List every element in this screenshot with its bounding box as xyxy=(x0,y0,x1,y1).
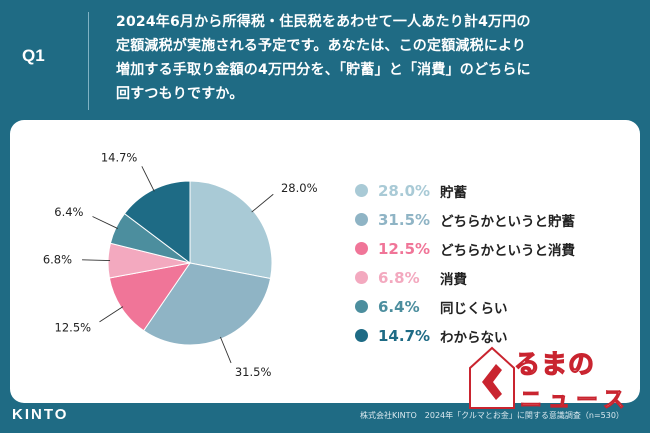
data-label: 31.5% xyxy=(235,365,272,379)
pie-slice xyxy=(189,180,273,280)
callout-line xyxy=(251,193,274,213)
question-line: 増加する手取り金額の4万円分を、「貯蓄」と「消費」のどちらに xyxy=(116,62,531,78)
legend-swatch xyxy=(355,242,368,255)
legend-value: 14.7% xyxy=(378,326,431,345)
legend-label: 消費 xyxy=(440,271,467,288)
legend-label: どちらかというと消費 xyxy=(440,242,575,259)
legend-label: どちらかというと貯蓄 xyxy=(440,213,575,230)
legend-item: 6.4% 同じくらい xyxy=(355,292,635,321)
legend-value: 6.8% xyxy=(378,268,420,287)
legend-item: 28.0% 貯蓄 xyxy=(355,176,635,205)
question-line: 2024年6月から所得税・住民税をあわせて一人あたり計4万円の xyxy=(116,14,531,30)
legend-swatch xyxy=(355,300,368,313)
question-header: Q1 2024年6月から所得税・住民税をあわせて一人あたり計4万円の 定額減税が… xyxy=(0,0,650,118)
header-divider xyxy=(88,12,89,110)
kinto-logo: KINTO xyxy=(12,406,69,423)
legend-swatch xyxy=(355,213,368,226)
legend-value: 28.0% xyxy=(378,181,431,200)
legend-swatch xyxy=(355,329,368,342)
data-label: 6.4% xyxy=(54,205,83,219)
legend-item: 14.7% わからない xyxy=(355,321,635,350)
legend-value: 6.4% xyxy=(378,297,420,316)
callout-line xyxy=(92,216,118,229)
data-label: 6.8% xyxy=(43,252,72,266)
callout-line xyxy=(82,259,111,262)
question-line: 回すつもりですか。 xyxy=(116,86,244,102)
question-number: Q1 xyxy=(22,46,45,65)
chart-panel: 28.0% 31.5% 12.5% 6.8% 6.4% 14.7% 28.0% 貯蓄 31.5… xyxy=(10,120,640,403)
watermark-logo: るまの ニュース xyxy=(468,340,644,430)
legend-swatch xyxy=(355,184,368,197)
legend-value: 12.5% xyxy=(378,239,431,258)
legend-value: 31.5% xyxy=(378,210,431,229)
callout-line xyxy=(99,306,124,323)
data-label: 12.5% xyxy=(55,320,92,334)
chart-legend: 28.0% 貯蓄 31.5% どちらかというと貯蓄 12.5% どちらかというと消費 6.8… xyxy=(355,176,635,350)
legend-label: わからない xyxy=(440,329,508,346)
legend-item: 12.5% どちらかというと消費 xyxy=(355,234,635,263)
data-label: 14.7% xyxy=(101,150,138,164)
watermark-text: るまの xyxy=(513,349,596,380)
question-line: 定額減税が実施される予定です。あなたは、この定額減税により xyxy=(116,38,527,54)
pie-chart: 28.0% 31.5% 12.5% 6.8% 6.4% 14.7% xyxy=(43,150,318,379)
legend-label: 同じくらい xyxy=(440,300,508,317)
watermark-subtext: ニュース xyxy=(520,388,631,414)
callout-line xyxy=(219,336,232,364)
source-note: 株式会社KINTO 2024年「クルマとお金」に関する意識調査（n=530） xyxy=(360,411,624,420)
callout-line xyxy=(141,166,155,192)
question-text: 2024年6月から所得税・住民税をあわせて一人あたり計4万円の 定額減税が実施さ… xyxy=(116,10,636,106)
legend-item: 31.5% どちらかというと貯蓄 xyxy=(355,205,635,234)
legend-item: 6.8% 消費 xyxy=(355,263,635,292)
data-label: 28.0% xyxy=(281,181,318,195)
legend-swatch xyxy=(355,271,368,284)
legend-label: 貯蓄 xyxy=(440,184,467,201)
watermark-badge-icon xyxy=(469,346,515,409)
